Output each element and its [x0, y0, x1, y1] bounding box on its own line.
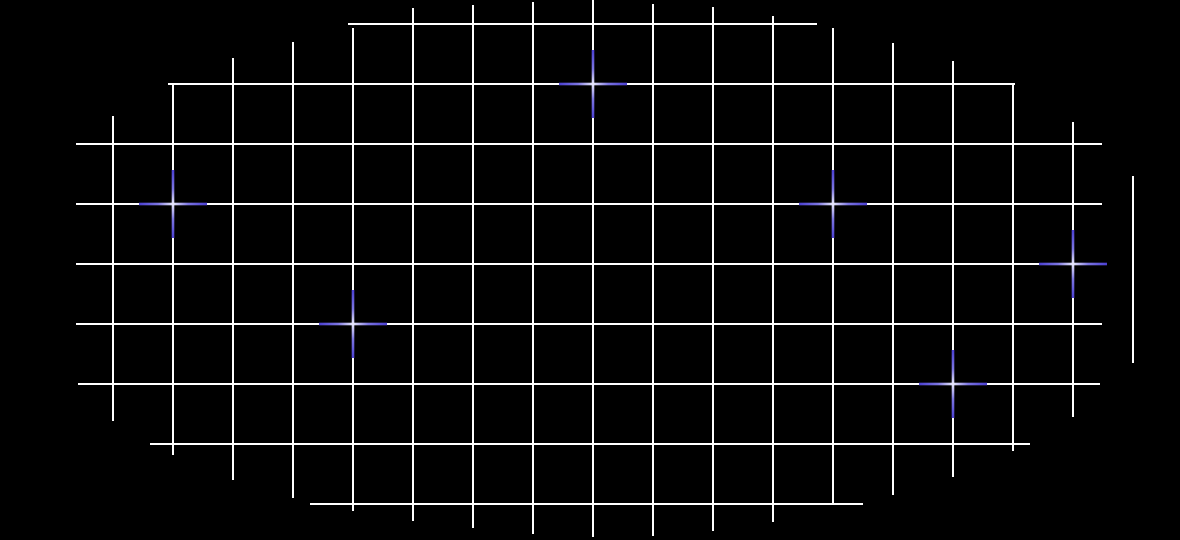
plus-marker — [319, 290, 387, 358]
plus-marker-vertical-arm — [351, 290, 355, 358]
plus-marker-vertical-arm — [1071, 230, 1075, 298]
plus-marker — [1039, 230, 1107, 298]
plus-marker-vertical-arm — [171, 170, 175, 238]
plus-marker — [919, 350, 987, 418]
plus-marker — [139, 170, 207, 238]
plus-marker — [799, 170, 867, 238]
plus-marker-vertical-arm — [951, 350, 955, 418]
plus-marker — [559, 50, 627, 118]
plus-marker-vertical-arm — [831, 170, 835, 238]
plus-marker-vertical-arm — [591, 50, 595, 118]
